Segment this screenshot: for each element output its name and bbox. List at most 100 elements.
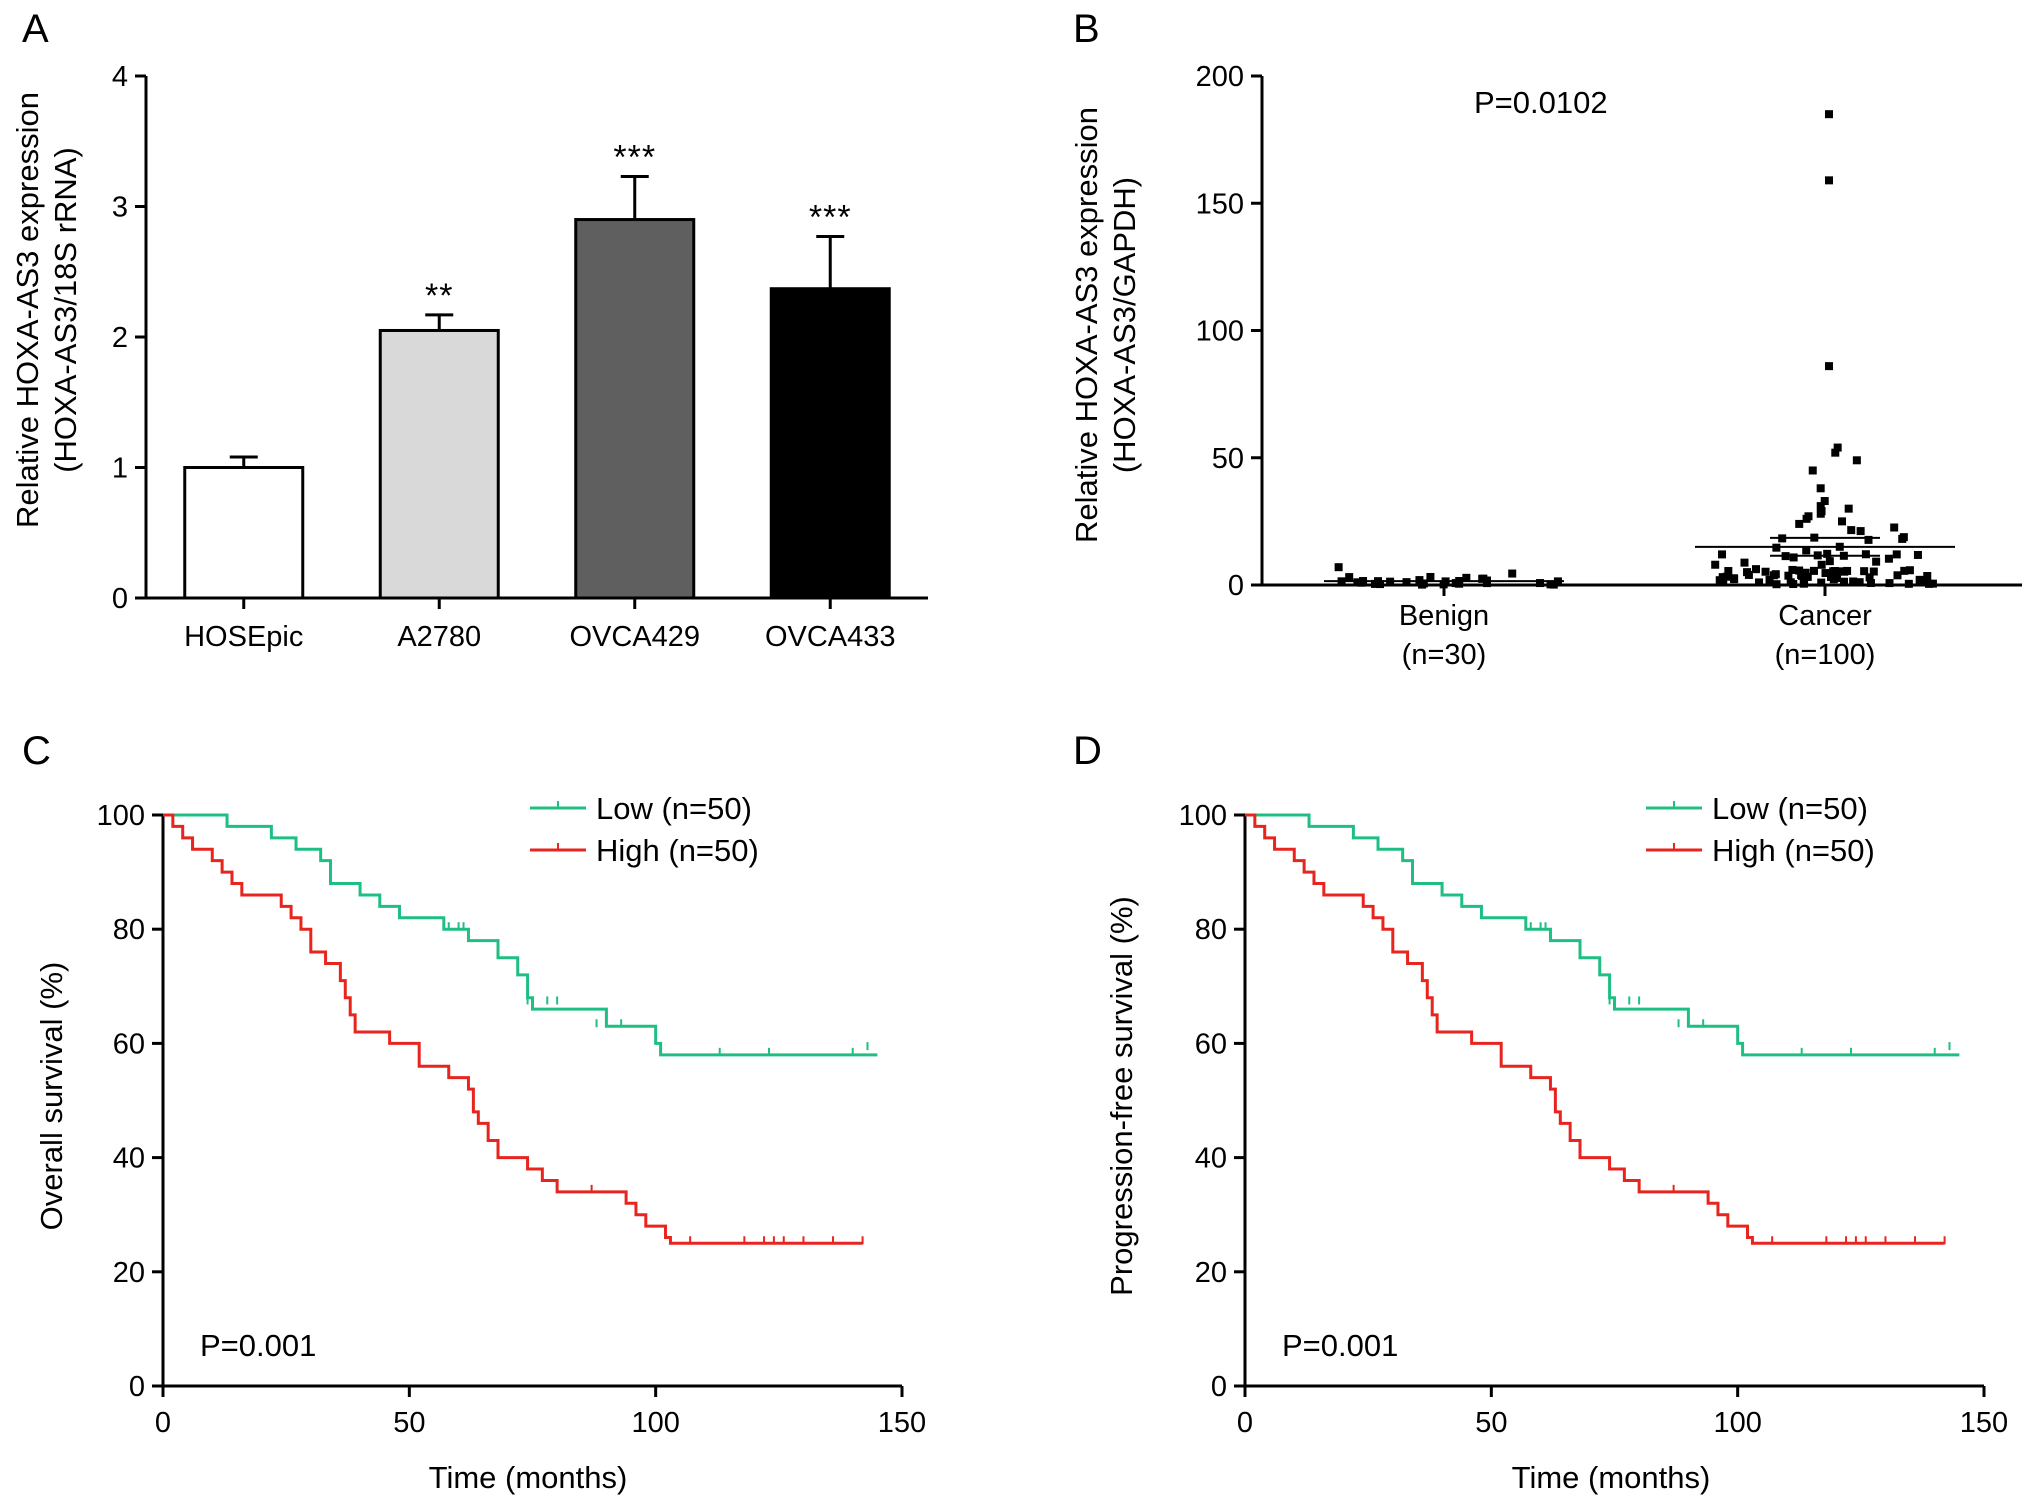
panel-a-ytick-label-0: 0 [112, 583, 128, 615]
panel-b-cancer-point [1740, 558, 1749, 567]
panel-b-cancer-point [1795, 566, 1804, 575]
panel-b-benign-point [1334, 563, 1343, 572]
panel-b-cancer-point [1826, 572, 1835, 581]
panel-label-a: A [22, 7, 49, 51]
panel-b-cancer-point [1840, 577, 1849, 586]
panel-d-series-line-0 [1245, 813, 1960, 1057]
panel-b-cancer-point [1866, 578, 1875, 587]
panel-b-cancer-point [1801, 568, 1810, 577]
panel-b-cancer-point [1833, 443, 1842, 452]
panel-b-cancer-point [1808, 466, 1817, 475]
panel-b-group-label-0: Benign [1399, 600, 1489, 632]
panel-b-cancer-point [1718, 550, 1727, 559]
panel-b-cancer-point [1844, 504, 1853, 513]
panel-b-cancer-point [1816, 509, 1825, 518]
panel-b-cancer-point [1823, 549, 1832, 558]
panel-b-cancer-point [1802, 514, 1811, 523]
panel-b-cancer-point [1744, 570, 1753, 579]
panel-d-xlabel: Time (months) [1512, 1460, 1711, 1495]
panel-b-cancer-point [1802, 546, 1811, 555]
panel-b-cancer-point [1913, 550, 1922, 559]
panel-b-cancer-point [1821, 569, 1830, 578]
panel-b-cancer-point [1788, 565, 1797, 574]
panel-b-cancer-point [1843, 566, 1852, 575]
panel-b-group-n-0: (n=30) [1402, 639, 1487, 671]
panel-d-ytick-label-5: 100 [1179, 800, 1227, 832]
panel-b-cancer-point [1825, 362, 1833, 371]
panel-a-xtick-label-2: OVCA429 [569, 621, 700, 653]
panel-b-cancer-point [1825, 557, 1834, 566]
panel-d-series-line-1 [1245, 813, 1945, 1245]
panel-b-cancer-point [1900, 566, 1909, 575]
panel-c-xlabel: Time (months) [429, 1460, 628, 1495]
panel-label-c: C [22, 729, 51, 773]
panel-b-benign-point [1345, 573, 1354, 582]
panel-c-series-line-1 [163, 813, 863, 1245]
panel-a-ylabel-line2: (HOXA-AS3/18S rRNA) [48, 147, 83, 473]
panel-b-cancer-point [1872, 557, 1881, 566]
panel-b-ytick-label-0: 0 [1228, 570, 1244, 602]
panel-b-cancer-point [1836, 567, 1845, 576]
panel-b-pvalue: P=0.0102 [1474, 85, 1608, 120]
panel-b-cancer-point [1856, 527, 1865, 536]
panel-b-benign-point [1462, 573, 1471, 582]
panel-c-legend-label-0: Low (n=50) [596, 791, 752, 826]
panel-b-ytick-label-1: 50 [1212, 443, 1244, 475]
panel-b-cancer-point [1898, 534, 1907, 543]
panel-b-cancer-point [1892, 550, 1901, 559]
panel-c-ytick-label-1: 20 [113, 1257, 145, 1289]
panel-b-cancer-point [1860, 567, 1869, 576]
panel-d-legend-label-1: High (n=50) [1712, 833, 1875, 868]
panel-c-xtick-label-2: 100 [631, 1407, 679, 1439]
panel-b-cancer-point [1904, 579, 1913, 588]
panel-b-cancer-point [1800, 579, 1809, 588]
panel-b-cancer-point [1771, 570, 1780, 579]
panel-b-cancer-point [1885, 579, 1894, 588]
panel-b-cancer-point [1761, 567, 1770, 576]
panel-b-benign-point [1546, 580, 1555, 589]
panel-b-cancer-point [1864, 535, 1873, 544]
panel-b-cancer-point [1884, 554, 1893, 563]
panel-b-benign-point [1426, 572, 1435, 581]
panel-d-ytick-label-3: 60 [1195, 1028, 1227, 1060]
panel-b-cancer-point [1923, 572, 1932, 581]
panel-b-benign-point [1508, 569, 1517, 578]
panel-b-cancer-point [1825, 176, 1833, 185]
panel-b-benign-point [1353, 578, 1362, 587]
panel-a-xtick-label-0: HOSEpic [184, 621, 303, 653]
panel-c-ytick-label-4: 80 [113, 914, 145, 946]
panel-c-ylabel: Overall survival (%) [34, 962, 69, 1231]
panel-b-benign-point [1418, 580, 1427, 589]
panel-label-b: B [1073, 7, 1100, 51]
panel-b-ytick-label-3: 150 [1196, 188, 1244, 220]
panel-d-pvalue: P=0.001 [1282, 1328, 1398, 1363]
panel-a-bar-3 [769, 287, 891, 600]
panel-d-xtick-label-0: 0 [1237, 1407, 1253, 1439]
panel-b-cancer-point [1852, 456, 1861, 465]
panel-d-survival-chart: Progression-free survival (%) Time (mont… [1104, 791, 2008, 1495]
panel-c-xtick-label-3: 150 [878, 1407, 926, 1439]
panel-c-legend-label-1: High (n=50) [596, 833, 759, 868]
panel-b-cancer-point [1893, 571, 1902, 580]
panel-a-ytick-label-1: 1 [112, 453, 128, 485]
panel-a-xtick-label-3: OVCA433 [765, 621, 896, 653]
panel-d-ytick-label-1: 20 [1195, 1257, 1227, 1289]
panel-b-cancer-point [1795, 519, 1804, 528]
panel-b-group-label-1: Cancer [1778, 600, 1872, 632]
panel-a-significance-3: *** [809, 199, 852, 237]
panel-a-significance-2: *** [613, 138, 656, 176]
panel-b-cancer-point [1838, 517, 1847, 526]
panel-b-benign-point [1370, 579, 1379, 588]
panel-b-cancer-point [1825, 110, 1833, 119]
panel-c-pvalue: P=0.001 [200, 1328, 316, 1363]
panel-d-xtick-label-1: 50 [1475, 1407, 1507, 1439]
panel-b-cancer-point [1751, 565, 1760, 574]
panel-a-bar-1 [378, 328, 500, 600]
panel-d-legend-label-0: Low (n=50) [1712, 791, 1868, 826]
panel-d-xtick-label-2: 100 [1713, 1407, 1761, 1439]
panel-a-significance-1: ** [425, 277, 453, 315]
panel-c-xtick-label-0: 0 [155, 1407, 171, 1439]
panel-b-cancer-point [1847, 526, 1856, 535]
panel-b-benign-point [1451, 579, 1460, 588]
panel-b-cancer-point [1729, 574, 1738, 583]
